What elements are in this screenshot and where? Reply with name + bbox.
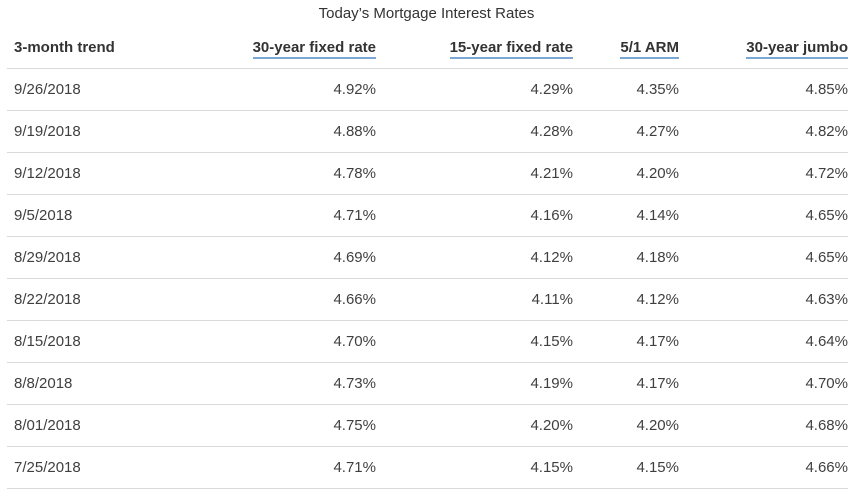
date-cell: 9/5/2018 <box>7 194 194 237</box>
table-row: 9/19/2018 4.88% 4.28% 4.27% 4.82% <box>7 110 848 153</box>
column-header-link[interactable]: 5/1 ARM <box>620 40 679 59</box>
date-cell: 7/25/2018 <box>7 446 194 489</box>
rate-cell-30-year-jumbo: 4.64% <box>679 320 848 363</box>
table-row: 9/12/2018 4.78% 4.21% 4.20% 4.72% <box>7 152 848 195</box>
table-row: 7/25/2018 4.71% 4.15% 4.15% 4.66% <box>7 446 848 489</box>
rate-cell-5-1-arm: 4.15% <box>573 446 679 489</box>
table-caption: Today’s Mortgage Interest Rates <box>318 5 535 22</box>
column-header-30-year-fixed[interactable]: 30-year fixed rate <box>194 30 376 69</box>
rate-cell-30-year-fixed: 4.70% <box>194 320 376 363</box>
rate-cell-15-year-fixed: 4.28% <box>376 110 573 153</box>
table-row: 8/29/2018 4.69% 4.12% 4.18% 4.65% <box>7 236 848 279</box>
column-header-link[interactable]: 15-year fixed rate <box>449 40 573 59</box>
rate-cell-30-year-fixed: 4.75% <box>194 404 376 447</box>
rate-cell-5-1-arm: 4.17% <box>573 362 679 405</box>
rate-cell-15-year-fixed: 4.29% <box>376 68 573 111</box>
rate-cell-30-year-fixed: 4.71% <box>194 446 376 489</box>
rate-cell-30-year-jumbo: 4.65% <box>679 194 848 237</box>
rate-cell-5-1-arm: 4.27% <box>573 110 679 153</box>
rate-cell-5-1-arm: 4.12% <box>573 278 679 321</box>
rate-cell-15-year-fixed: 4.12% <box>376 236 573 279</box>
column-header-link[interactable]: 30-year fixed rate <box>252 40 376 59</box>
rate-cell-15-year-fixed: 4.21% <box>376 152 573 195</box>
table-row: 9/26/2018 4.92% 4.29% 4.35% 4.85% <box>7 68 848 111</box>
date-cell: 8/29/2018 <box>7 236 194 279</box>
rate-cell-30-year-fixed: 4.69% <box>194 236 376 279</box>
date-cell: 9/19/2018 <box>7 110 194 153</box>
rate-cell-15-year-fixed: 4.15% <box>376 320 573 363</box>
rate-cell-5-1-arm: 4.18% <box>573 236 679 279</box>
table-body: 9/26/2018 4.92% 4.29% 4.35% 4.85% 9/19/2… <box>7 68 848 489</box>
mortgage-rates-table: 3-month trend 30-year fixed rate 15-year… <box>7 30 848 489</box>
rate-cell-5-1-arm: 4.20% <box>573 404 679 447</box>
table-row: 8/01/2018 4.75% 4.20% 4.20% 4.68% <box>7 404 848 447</box>
table-row: 8/8/2018 4.73% 4.19% 4.17% 4.70% <box>7 362 848 405</box>
rate-cell-30-year-fixed: 4.73% <box>194 362 376 405</box>
rate-cell-30-year-jumbo: 4.65% <box>679 236 848 279</box>
header-row: 3-month trend 30-year fixed rate 15-year… <box>7 30 848 69</box>
rate-cell-5-1-arm: 4.35% <box>573 68 679 111</box>
rate-cell-15-year-fixed: 4.19% <box>376 362 573 405</box>
date-cell: 8/8/2018 <box>7 362 194 405</box>
column-header-link[interactable]: 30-year jumbo <box>746 40 848 59</box>
column-header-label: 3-month trend <box>14 39 115 56</box>
date-cell: 8/01/2018 <box>7 404 194 447</box>
date-cell: 9/12/2018 <box>7 152 194 195</box>
table-row: 8/15/2018 4.70% 4.15% 4.17% 4.64% <box>7 320 848 363</box>
rate-cell-30-year-jumbo: 4.68% <box>679 404 848 447</box>
column-header-30-year-jumbo[interactable]: 30-year jumbo <box>679 30 848 69</box>
rate-cell-15-year-fixed: 4.16% <box>376 194 573 237</box>
date-cell: 8/22/2018 <box>7 278 194 321</box>
rate-cell-15-year-fixed: 4.15% <box>376 446 573 489</box>
rate-cell-5-1-arm: 4.20% <box>573 152 679 195</box>
rate-cell-5-1-arm: 4.14% <box>573 194 679 237</box>
rate-cell-15-year-fixed: 4.20% <box>376 404 573 447</box>
date-cell: 9/26/2018 <box>7 68 194 111</box>
column-header-trend: 3-month trend <box>7 30 194 69</box>
rate-cell-30-year-fixed: 4.78% <box>194 152 376 195</box>
table-row: 8/22/2018 4.66% 4.11% 4.12% 4.63% <box>7 278 848 321</box>
rate-cell-30-year-jumbo: 4.63% <box>679 278 848 321</box>
rate-cell-5-1-arm: 4.17% <box>573 320 679 363</box>
rate-cell-30-year-fixed: 4.71% <box>194 194 376 237</box>
rate-cell-30-year-fixed: 4.88% <box>194 110 376 153</box>
rate-cell-30-year-fixed: 4.92% <box>194 68 376 111</box>
table-row: 9/5/2018 4.71% 4.16% 4.14% 4.65% <box>7 194 848 237</box>
rate-cell-30-year-jumbo: 4.66% <box>679 446 848 489</box>
rate-cell-30-year-jumbo: 4.85% <box>679 68 848 111</box>
rate-cell-30-year-fixed: 4.66% <box>194 278 376 321</box>
rate-cell-30-year-jumbo: 4.82% <box>679 110 848 153</box>
rate-cell-30-year-jumbo: 4.72% <box>679 152 848 195</box>
rate-cell-30-year-jumbo: 4.70% <box>679 362 848 405</box>
column-header-15-year-fixed[interactable]: 15-year fixed rate <box>376 30 573 69</box>
date-cell: 8/15/2018 <box>7 320 194 363</box>
table-header: 3-month trend 30-year fixed rate 15-year… <box>7 30 848 69</box>
rate-cell-15-year-fixed: 4.11% <box>376 278 573 321</box>
column-header-5-1-arm[interactable]: 5/1 ARM <box>573 30 679 69</box>
